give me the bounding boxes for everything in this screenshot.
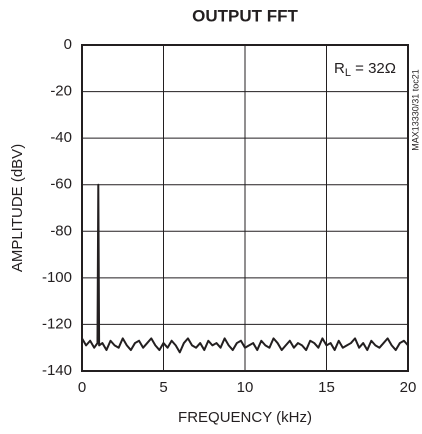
side-note: MAX13330/31 toc21 (410, 69, 420, 151)
annotation-sub: L (345, 67, 351, 79)
x-tick-label: 10 (237, 379, 254, 396)
y-tick-label: -20 (50, 83, 72, 100)
x-tick-label: 15 (318, 379, 335, 396)
y-tick-label: -100 (42, 269, 72, 286)
annotation-text: = 32Ω (351, 60, 396, 77)
y-tick-label: -60 (50, 176, 72, 193)
y-tick-label: 0 (64, 36, 72, 53)
x-tick-label: 5 (159, 379, 167, 396)
line (81, 183, 409, 354)
x-tick-label: 20 (400, 379, 417, 396)
y-tick-label: -40 (50, 129, 72, 146)
chart-title: OUTPUT FFT (192, 6, 298, 25)
annotation-text: R (334, 60, 345, 77)
y-tick-label: -80 (50, 222, 72, 239)
x-axis-label: FREQUENCY (kHz) (178, 409, 312, 426)
plot-frame (81, 44, 409, 372)
x-tick-label: 0 (78, 379, 86, 396)
y-tick-label: -120 (42, 315, 72, 332)
y-tick-label: -140 (42, 362, 72, 379)
y-axis-label: AMPLITUDE (dBV) (9, 144, 26, 272)
annotation: RL = 32Ω (334, 60, 396, 79)
